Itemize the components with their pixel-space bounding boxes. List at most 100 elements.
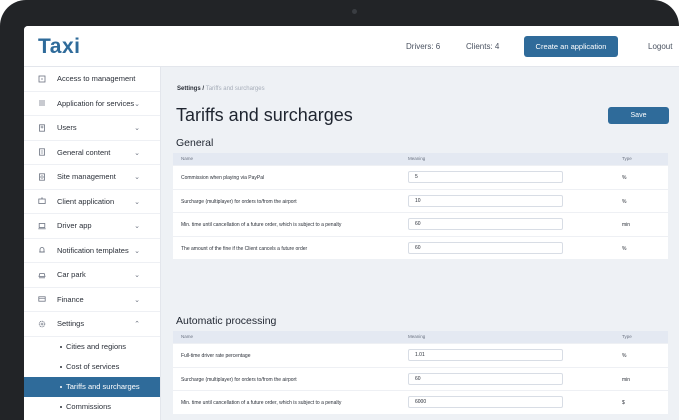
sidebar-subitem-cost[interactable]: Cost of services bbox=[24, 357, 160, 377]
app-icon bbox=[38, 197, 46, 205]
row-type: min bbox=[622, 376, 631, 383]
sidebar-item-label: General content bbox=[57, 147, 111, 157]
table-header: Name Meaning Type bbox=[173, 153, 668, 165]
chevron-down-icon: ⌄ bbox=[134, 198, 140, 206]
column-meaning: Meaning bbox=[408, 334, 426, 339]
card-icon bbox=[38, 296, 46, 303]
row-name: Surcharge (multiplayer) for orders to/fr… bbox=[181, 376, 297, 383]
sidebar-subitem-label: Cost of services bbox=[66, 362, 120, 371]
logo[interactable]: Taxi bbox=[38, 35, 81, 58]
car-icon bbox=[38, 271, 46, 278]
table-row: Min. time until cancellation of a future… bbox=[173, 212, 668, 236]
table-row: Full-time driver rate percentage 1.01 % bbox=[173, 343, 668, 367]
column-meaning: Meaning bbox=[408, 156, 426, 161]
users-icon bbox=[38, 124, 46, 132]
meaning-input[interactable]: 5 bbox=[408, 171, 563, 183]
sidebar-item-driver-app[interactable]: Driver app ⌄ bbox=[24, 214, 160, 239]
chevron-down-icon: ⌄ bbox=[134, 125, 140, 132]
sidebar-subitem-label: Commissions bbox=[66, 402, 112, 411]
sidebar-item-label: Client application bbox=[57, 196, 115, 206]
breadcrumb-current: Tariffs and surcharges bbox=[205, 86, 265, 92]
bullet-icon bbox=[60, 405, 62, 408]
table-row: Commission when playing via PayPal 5 % bbox=[173, 165, 668, 189]
sidebar-item-label: Driver app bbox=[57, 221, 92, 231]
sidebar-item-users[interactable]: Users ⌄ bbox=[24, 116, 160, 141]
chevron-down-icon: ⌄ bbox=[134, 174, 140, 181]
automatic-table: Name Meaning Type Full-time driver rate … bbox=[173, 331, 668, 414]
meaning-input[interactable]: 6000 bbox=[408, 396, 563, 408]
main-content: Settings / Tariffs and surcharges Tariff… bbox=[161, 67, 679, 420]
row-name: The amount of the fine if the Client can… bbox=[181, 245, 308, 252]
sidebar-item-label: Site management bbox=[57, 172, 116, 182]
sidebar-item-finance[interactable]: Finance ⌄ bbox=[24, 288, 160, 312]
sidebar-subitem-commissions[interactable]: Commissions bbox=[24, 397, 160, 417]
chevron-down-icon: ⌄ bbox=[134, 296, 140, 304]
sidebar-item-client-application[interactable]: Client application ⌄ bbox=[24, 190, 160, 214]
bullet-icon bbox=[60, 345, 62, 348]
page-title: Tariffs and surcharges bbox=[176, 105, 353, 125]
sidebar-item-access[interactable]: Access to management bbox=[24, 67, 160, 92]
sidebar-item-notification-templates[interactable]: Notification templates ⌄ bbox=[24, 239, 160, 263]
table-row: Surcharge (multiplayer) for orders to/fr… bbox=[173, 188, 668, 213]
bell-icon bbox=[38, 247, 46, 254]
row-name: Min. time until cancellation of a future… bbox=[181, 400, 342, 406]
site-icon bbox=[38, 173, 46, 181]
sidebar-item-car-park[interactable]: Car park ⌄ bbox=[24, 263, 160, 288]
gear-icon bbox=[38, 320, 46, 327]
laptop-icon bbox=[38, 222, 46, 229]
sidebar: Access to management Application for ser… bbox=[24, 67, 161, 420]
sidebar-item-label: Car park bbox=[57, 270, 86, 280]
row-name: Full-time driver rate percentage bbox=[181, 353, 251, 359]
chevron-down-icon: ⌄ bbox=[134, 223, 140, 230]
meaning-input[interactable]: 10 bbox=[408, 194, 563, 207]
chevron-up-icon: ⌃ bbox=[134, 321, 140, 328]
camera bbox=[352, 9, 357, 14]
meaning-input[interactable]: 60 bbox=[408, 372, 563, 385]
table-row: Min. time until cancellation of a future… bbox=[173, 390, 668, 414]
row-type: % bbox=[622, 245, 627, 252]
chevron-down-icon: ⌄ bbox=[134, 247, 140, 255]
general-table: Name Meaning Type Commission when playin… bbox=[173, 153, 668, 259]
sidebar-item-label: Finance bbox=[57, 294, 84, 304]
sidebar-subitem-label: Cities and regions bbox=[66, 342, 127, 351]
row-type: % bbox=[622, 198, 627, 205]
lock-icon bbox=[38, 75, 46, 83]
row-name: Min. time until cancellation of a future… bbox=[181, 222, 342, 228]
row-type: % bbox=[622, 175, 627, 181]
chevron-down-icon: ⌄ bbox=[134, 272, 140, 279]
app-screen: Taxi Drivers: 6 Clients: 4 Create an app… bbox=[24, 26, 679, 420]
drivers-count[interactable]: Drivers: 6 bbox=[406, 42, 441, 51]
row-name: Surcharge (multiplayer) for orders to/fr… bbox=[181, 198, 297, 205]
sidebar-item-applications[interactable]: Application for services ⌄ bbox=[24, 92, 160, 116]
sidebar-item-label: Users bbox=[57, 123, 77, 133]
sidebar-item-general-content[interactable]: General content ⌄ bbox=[24, 141, 160, 165]
top-bar: Taxi Drivers: 6 Clients: 4 Create an app… bbox=[24, 26, 679, 67]
table-row: The amount of the fine if the Client can… bbox=[173, 235, 668, 260]
column-type: Type bbox=[622, 156, 632, 161]
sidebar-item-settings[interactable]: Settings ⌃ bbox=[24, 312, 160, 337]
column-type: Type bbox=[622, 334, 632, 339]
breadcrumb-root[interactable]: Settings / bbox=[177, 86, 205, 92]
table-row: Surcharge (multiplayer) for orders to/fr… bbox=[173, 366, 668, 391]
meaning-input[interactable]: 60 bbox=[408, 241, 563, 254]
row-type: % bbox=[622, 353, 627, 359]
document-icon bbox=[38, 148, 46, 156]
meaning-input[interactable]: 60 bbox=[408, 218, 563, 230]
bullet-icon bbox=[60, 365, 62, 368]
meaning-input[interactable]: 1.01 bbox=[408, 349, 563, 361]
sidebar-item-site-management[interactable]: Site management ⌄ bbox=[24, 165, 160, 190]
sidebar-item-label: Settings bbox=[57, 319, 85, 329]
sidebar-subitem-label: Tariffs and surcharges bbox=[66, 382, 140, 391]
sidebar-subitem-cities[interactable]: Cities and regions bbox=[24, 337, 160, 357]
row-type: min bbox=[622, 222, 631, 228]
logout-link[interactable]: Logout bbox=[648, 42, 673, 51]
chevron-down-icon: ⌄ bbox=[134, 149, 140, 157]
column-name: Name bbox=[181, 156, 194, 161]
save-button[interactable]: Save bbox=[608, 107, 669, 124]
clients-count[interactable]: Clients: 4 bbox=[466, 42, 500, 51]
create-application-button[interactable]: Create an application bbox=[524, 36, 618, 57]
sidebar-item-label: Access to management bbox=[57, 74, 136, 84]
column-name: Name bbox=[181, 334, 194, 339]
row-type: $ bbox=[622, 400, 625, 406]
sidebar-subitem-tariffs[interactable]: Tariffs and surcharges bbox=[24, 376, 160, 397]
